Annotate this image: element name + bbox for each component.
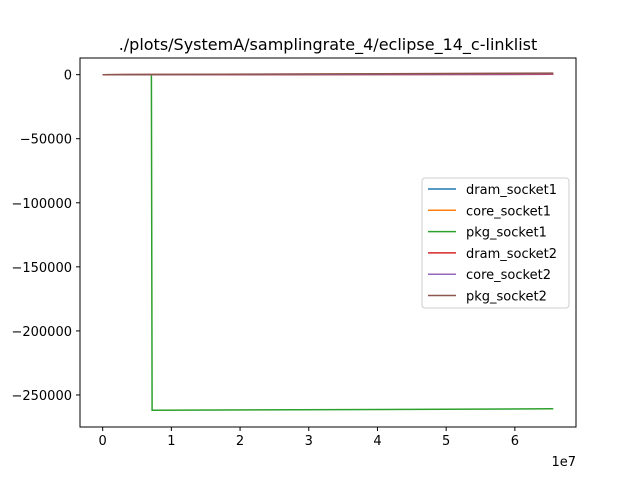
legend-label: core_socket1 <box>466 204 551 219</box>
y-tick-label: −50000 <box>20 133 72 148</box>
x-axis: 0 1 2 3 4 5 6 <box>99 427 519 449</box>
x-tick-label: 2 <box>236 434 244 449</box>
legend-label: pkg_socket1 <box>466 226 547 241</box>
y-axis: 0 −50000 −100000 −150000 −200000 −250000 <box>11 69 80 404</box>
x-tick-label: 6 <box>511 434 519 449</box>
x-tick-label: 0 <box>99 434 107 449</box>
legend-label: core_socket2 <box>466 268 551 283</box>
y-tick-label: 0 <box>64 69 72 84</box>
x-tick-label: 3 <box>305 434 313 449</box>
x-tick-label: 5 <box>442 434 450 449</box>
y-tick-label: −150000 <box>11 261 72 276</box>
x-tick-label: 1 <box>167 434 175 449</box>
y-tick-label: −100000 <box>11 197 72 212</box>
y-tick-label: −250000 <box>11 389 72 404</box>
legend-label: dram_socket2 <box>466 247 557 262</box>
legend-label: pkg_socket2 <box>466 290 547 305</box>
y-tick-label: −200000 <box>11 325 72 340</box>
plot-area <box>102 72 554 412</box>
legend-box <box>421 177 570 309</box>
series-line-pkg-socket2 <box>102 72 554 76</box>
x-tick-label: 4 <box>373 434 381 449</box>
axes-frame <box>79 57 577 428</box>
legend-label: dram_socket1 <box>466 183 557 198</box>
legend: dram_socket1 core_socket1 pkg_socket1 dram_… <box>421 177 570 309</box>
chart-title: ./plots/SystemA/samplingrate_4/eclipse_1… <box>119 35 538 55</box>
x-axis-offset-label: 1e7 <box>551 455 576 470</box>
